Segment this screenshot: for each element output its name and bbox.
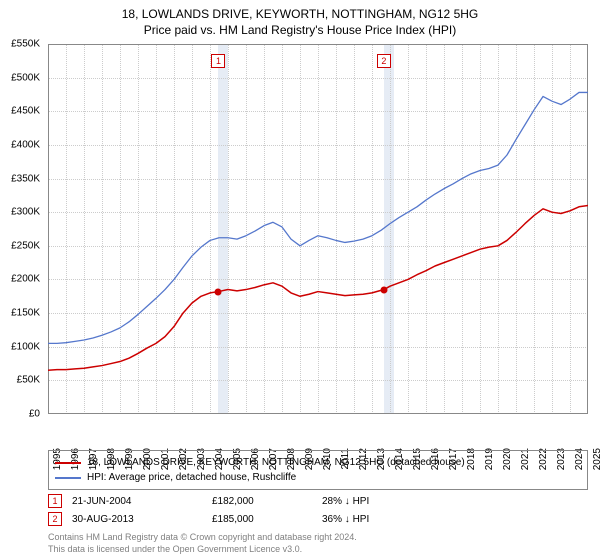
chart-marker-1: 1 bbox=[211, 54, 225, 68]
y-tick-label: £300K bbox=[0, 207, 44, 218]
y-tick-label: £200K bbox=[0, 274, 44, 285]
attribution-line1: Contains HM Land Registry data © Crown c… bbox=[48, 532, 588, 544]
transaction-marker-1: 1 bbox=[48, 494, 62, 508]
transaction-date-2: 30-AUG-2013 bbox=[72, 514, 202, 525]
chart-marker-2: 2 bbox=[377, 54, 391, 68]
transaction-row-1: 1 21-JUN-2004 £182,000 28% ↓ HPI bbox=[48, 492, 588, 510]
sale-dot bbox=[215, 288, 222, 295]
chart-lines bbox=[48, 44, 588, 414]
legend-label-hpi: HPI: Average price, detached house, Rush… bbox=[87, 470, 296, 485]
transaction-date-1: 21-JUN-2004 bbox=[72, 496, 202, 507]
legend-item-hpi: HPI: Average price, detached house, Rush… bbox=[55, 470, 581, 485]
legend-label-property: 18, LOWLANDS DRIVE, KEYWORTH, NOTTINGHAM… bbox=[87, 455, 465, 470]
sale-dot bbox=[380, 286, 387, 293]
title-subtitle: Price paid vs. HM Land Registry's House … bbox=[0, 22, 600, 38]
y-tick-label: £500K bbox=[0, 72, 44, 83]
series-property bbox=[48, 205, 588, 370]
y-tick-label: £450K bbox=[0, 106, 44, 117]
title-address: 18, LOWLANDS DRIVE, KEYWORTH, NOTTINGHAM… bbox=[0, 6, 600, 22]
transaction-marker-2: 2 bbox=[48, 512, 62, 526]
transaction-price-1: £182,000 bbox=[212, 496, 312, 507]
transaction-delta-2: 36% ↓ HPI bbox=[322, 514, 442, 525]
legend-swatch-hpi bbox=[55, 477, 81, 479]
chart-container: 18, LOWLANDS DRIVE, KEYWORTH, NOTTINGHAM… bbox=[0, 0, 600, 560]
y-tick-label: £150K bbox=[0, 308, 44, 319]
y-tick-label: £350K bbox=[0, 173, 44, 184]
y-tick-label: £250K bbox=[0, 240, 44, 251]
transaction-price-2: £185,000 bbox=[212, 514, 312, 525]
y-tick-label: £0 bbox=[0, 409, 44, 420]
legend: 18, LOWLANDS DRIVE, KEYWORTH, NOTTINGHAM… bbox=[48, 450, 588, 490]
attribution: Contains HM Land Registry data © Crown c… bbox=[48, 532, 588, 555]
legend-item-property: 18, LOWLANDS DRIVE, KEYWORTH, NOTTINGHAM… bbox=[55, 455, 581, 470]
chart-title: 18, LOWLANDS DRIVE, KEYWORTH, NOTTINGHAM… bbox=[0, 0, 600, 38]
attribution-line2: This data is licensed under the Open Gov… bbox=[48, 544, 588, 556]
y-tick-label: £550K bbox=[0, 39, 44, 50]
series-hpi bbox=[48, 92, 588, 343]
x-tick-label: 2025 bbox=[592, 448, 600, 470]
transaction-delta-1: 28% ↓ HPI bbox=[322, 496, 442, 507]
transaction-row-2: 2 30-AUG-2013 £185,000 36% ↓ HPI bbox=[48, 510, 588, 528]
y-tick-label: £100K bbox=[0, 341, 44, 352]
transactions-table: 1 21-JUN-2004 £182,000 28% ↓ HPI 2 30-AU… bbox=[48, 492, 588, 528]
y-tick-label: £400K bbox=[0, 139, 44, 150]
y-tick-label: £50K bbox=[0, 375, 44, 386]
legend-swatch-property bbox=[55, 462, 81, 464]
